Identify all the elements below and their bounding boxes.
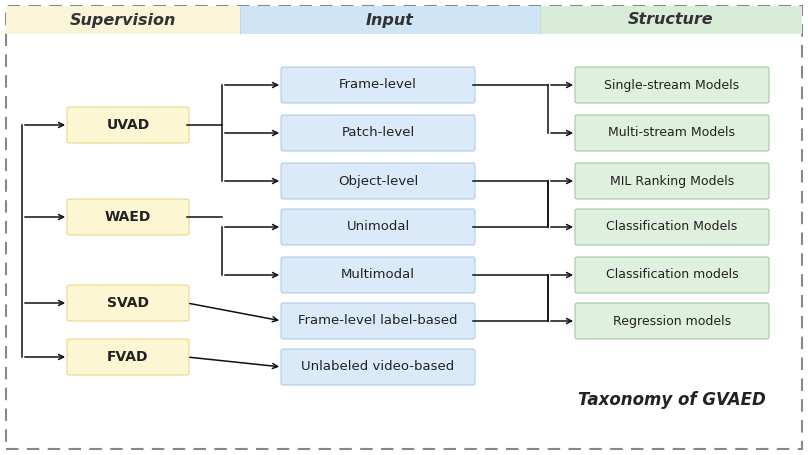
Text: FVAD: FVAD <box>107 350 149 364</box>
FancyBboxPatch shape <box>67 199 189 235</box>
FancyBboxPatch shape <box>575 303 769 339</box>
Text: WAED: WAED <box>105 210 151 224</box>
Text: Taxonomy of GVAED: Taxonomy of GVAED <box>579 391 766 409</box>
FancyBboxPatch shape <box>281 115 475 151</box>
FancyBboxPatch shape <box>67 339 189 375</box>
FancyBboxPatch shape <box>281 349 475 385</box>
FancyBboxPatch shape <box>281 209 475 245</box>
Text: Patch-level: Patch-level <box>341 126 415 140</box>
FancyBboxPatch shape <box>67 107 189 143</box>
Text: SVAD: SVAD <box>107 296 149 310</box>
Text: Classification Models: Classification Models <box>606 221 738 233</box>
Bar <box>6 6 240 34</box>
FancyBboxPatch shape <box>575 115 769 151</box>
Text: Multi-stream Models: Multi-stream Models <box>608 126 735 140</box>
Text: Unlabeled video-based: Unlabeled video-based <box>301 360 455 374</box>
Text: Supervision: Supervision <box>69 12 176 27</box>
FancyBboxPatch shape <box>575 209 769 245</box>
Bar <box>240 6 540 34</box>
FancyBboxPatch shape <box>575 257 769 293</box>
FancyBboxPatch shape <box>281 303 475 339</box>
Text: UVAD: UVAD <box>107 118 149 132</box>
Text: Frame-level: Frame-level <box>339 79 417 91</box>
FancyBboxPatch shape <box>281 67 475 103</box>
Text: Regression models: Regression models <box>613 314 731 328</box>
FancyBboxPatch shape <box>281 257 475 293</box>
Text: Input: Input <box>366 12 414 27</box>
Text: MIL Ranking Models: MIL Ranking Models <box>610 175 734 187</box>
Text: Unimodal: Unimodal <box>347 221 410 233</box>
FancyBboxPatch shape <box>575 67 769 103</box>
Text: Structure: Structure <box>628 12 713 27</box>
FancyBboxPatch shape <box>281 163 475 199</box>
Bar <box>540 6 802 34</box>
FancyBboxPatch shape <box>575 163 769 199</box>
Text: Object-level: Object-level <box>338 175 418 187</box>
FancyBboxPatch shape <box>67 285 189 321</box>
Text: Single-stream Models: Single-stream Models <box>604 79 739 91</box>
Text: Frame-level label-based: Frame-level label-based <box>298 314 458 328</box>
Text: Classification models: Classification models <box>606 268 739 282</box>
Text: Multimodal: Multimodal <box>341 268 415 282</box>
